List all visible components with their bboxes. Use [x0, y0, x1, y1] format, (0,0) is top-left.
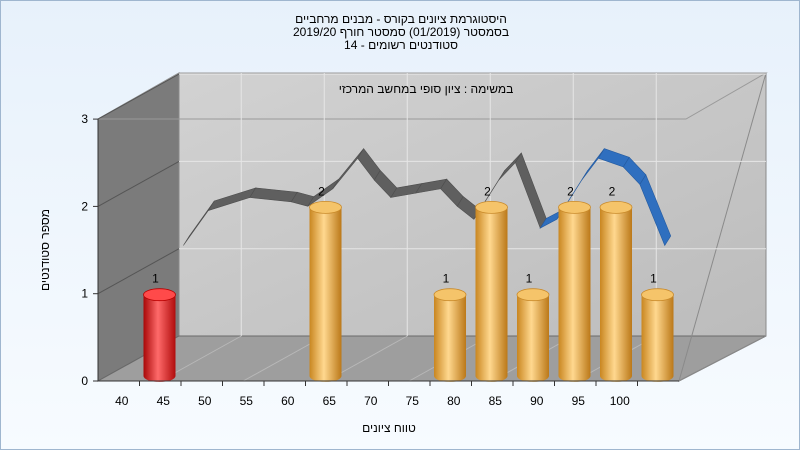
bar-value-label: 2	[318, 184, 325, 198]
histogram-bar: 2	[475, 184, 508, 382]
right-edge	[678, 72, 767, 382]
bar-cap	[309, 200, 342, 214]
bar-body	[309, 207, 342, 382]
x-tick-label: 90	[530, 394, 544, 408]
x-tick-label: 95	[572, 394, 586, 408]
bar-cap	[516, 288, 550, 302]
y-axis-ticks: 0 1 2 3	[81, 112, 98, 388]
chart-subtitle: במשימה : ציון סופי במחשב המרכזי	[339, 82, 514, 96]
x-tick-label: 70	[364, 394, 378, 408]
chart-title: היסטוגרמת ציונים בקורס - מבנים מרחביים ב…	[293, 12, 509, 52]
bar-cap	[641, 288, 674, 302]
trend-segment	[639, 174, 672, 247]
x-tick-label: 45	[157, 394, 171, 408]
x-tick-label: 50	[198, 394, 212, 408]
x-tick-label: 55	[240, 394, 254, 408]
bar-body	[558, 207, 591, 382]
side-gridline	[97, 160, 180, 207]
x-tick-label: 65	[323, 394, 337, 408]
side-gridline	[97, 248, 180, 295]
bar-cap	[599, 200, 633, 214]
bar-body	[434, 294, 466, 382]
y-tick-label: 1	[81, 287, 88, 301]
bar-value-label: 2	[609, 184, 616, 198]
side-gridline	[97, 73, 180, 120]
bar-value-label: 1	[650, 272, 657, 286]
bar-value-label: 1	[443, 272, 450, 286]
histogram-bar: 2	[599, 184, 633, 382]
bar-value-label: 2	[567, 184, 574, 198]
bar-value-label: 1	[152, 272, 159, 286]
x-tick-label: 60	[281, 394, 295, 408]
histogram-bar: 1	[433, 272, 467, 382]
bar-body	[517, 294, 549, 382]
x-axis-label: טווח ציונים	[362, 421, 416, 435]
histogram-bar: 1	[516, 272, 550, 382]
y-tick-label: 0	[81, 374, 88, 388]
histogram-bar: 2	[558, 184, 591, 382]
bar-series: 1 2 1 2 1 2 2 1	[143, 184, 674, 382]
title-line-2: בסמסטר (01/2019) סמסטר חורף 2019/20	[293, 25, 509, 39]
y-tick-label: 2	[81, 199, 88, 213]
bar-cap	[558, 200, 591, 214]
bar-cap	[143, 288, 176, 302]
bar-cap	[433, 288, 467, 302]
y-axis-label: מספר סטודנטים	[38, 209, 52, 291]
x-tick-label: 80	[447, 394, 461, 408]
trend-ribbon	[183, 148, 672, 247]
bar-body	[641, 294, 674, 382]
title-line-3: סטודנטים רשומים - 14	[344, 38, 458, 52]
histogram-bar: 1	[143, 272, 176, 382]
x-tick-label: 100	[610, 394, 630, 408]
x-tick-label: 75	[406, 394, 420, 408]
x-tick-label: 40	[115, 394, 129, 408]
x-axis-ticks: 40 45 50 55 60 65 70 75 80 85 90 95 100	[115, 381, 638, 408]
title-line-1: היסטוגרמת ציונים בקורס - מבנים מרחביים	[295, 12, 507, 26]
bar-cap	[475, 200, 508, 214]
histogram-bar: 1	[641, 272, 674, 382]
bar-value-label: 1	[526, 272, 533, 286]
bar-body	[475, 207, 508, 382]
y-tick-label: 3	[81, 112, 88, 126]
bar-body	[600, 207, 632, 382]
bar-body	[143, 294, 176, 382]
x-tick-label: 85	[489, 394, 503, 408]
bar-value-label: 2	[484, 184, 491, 198]
histogram-bar: 2	[309, 184, 342, 382]
